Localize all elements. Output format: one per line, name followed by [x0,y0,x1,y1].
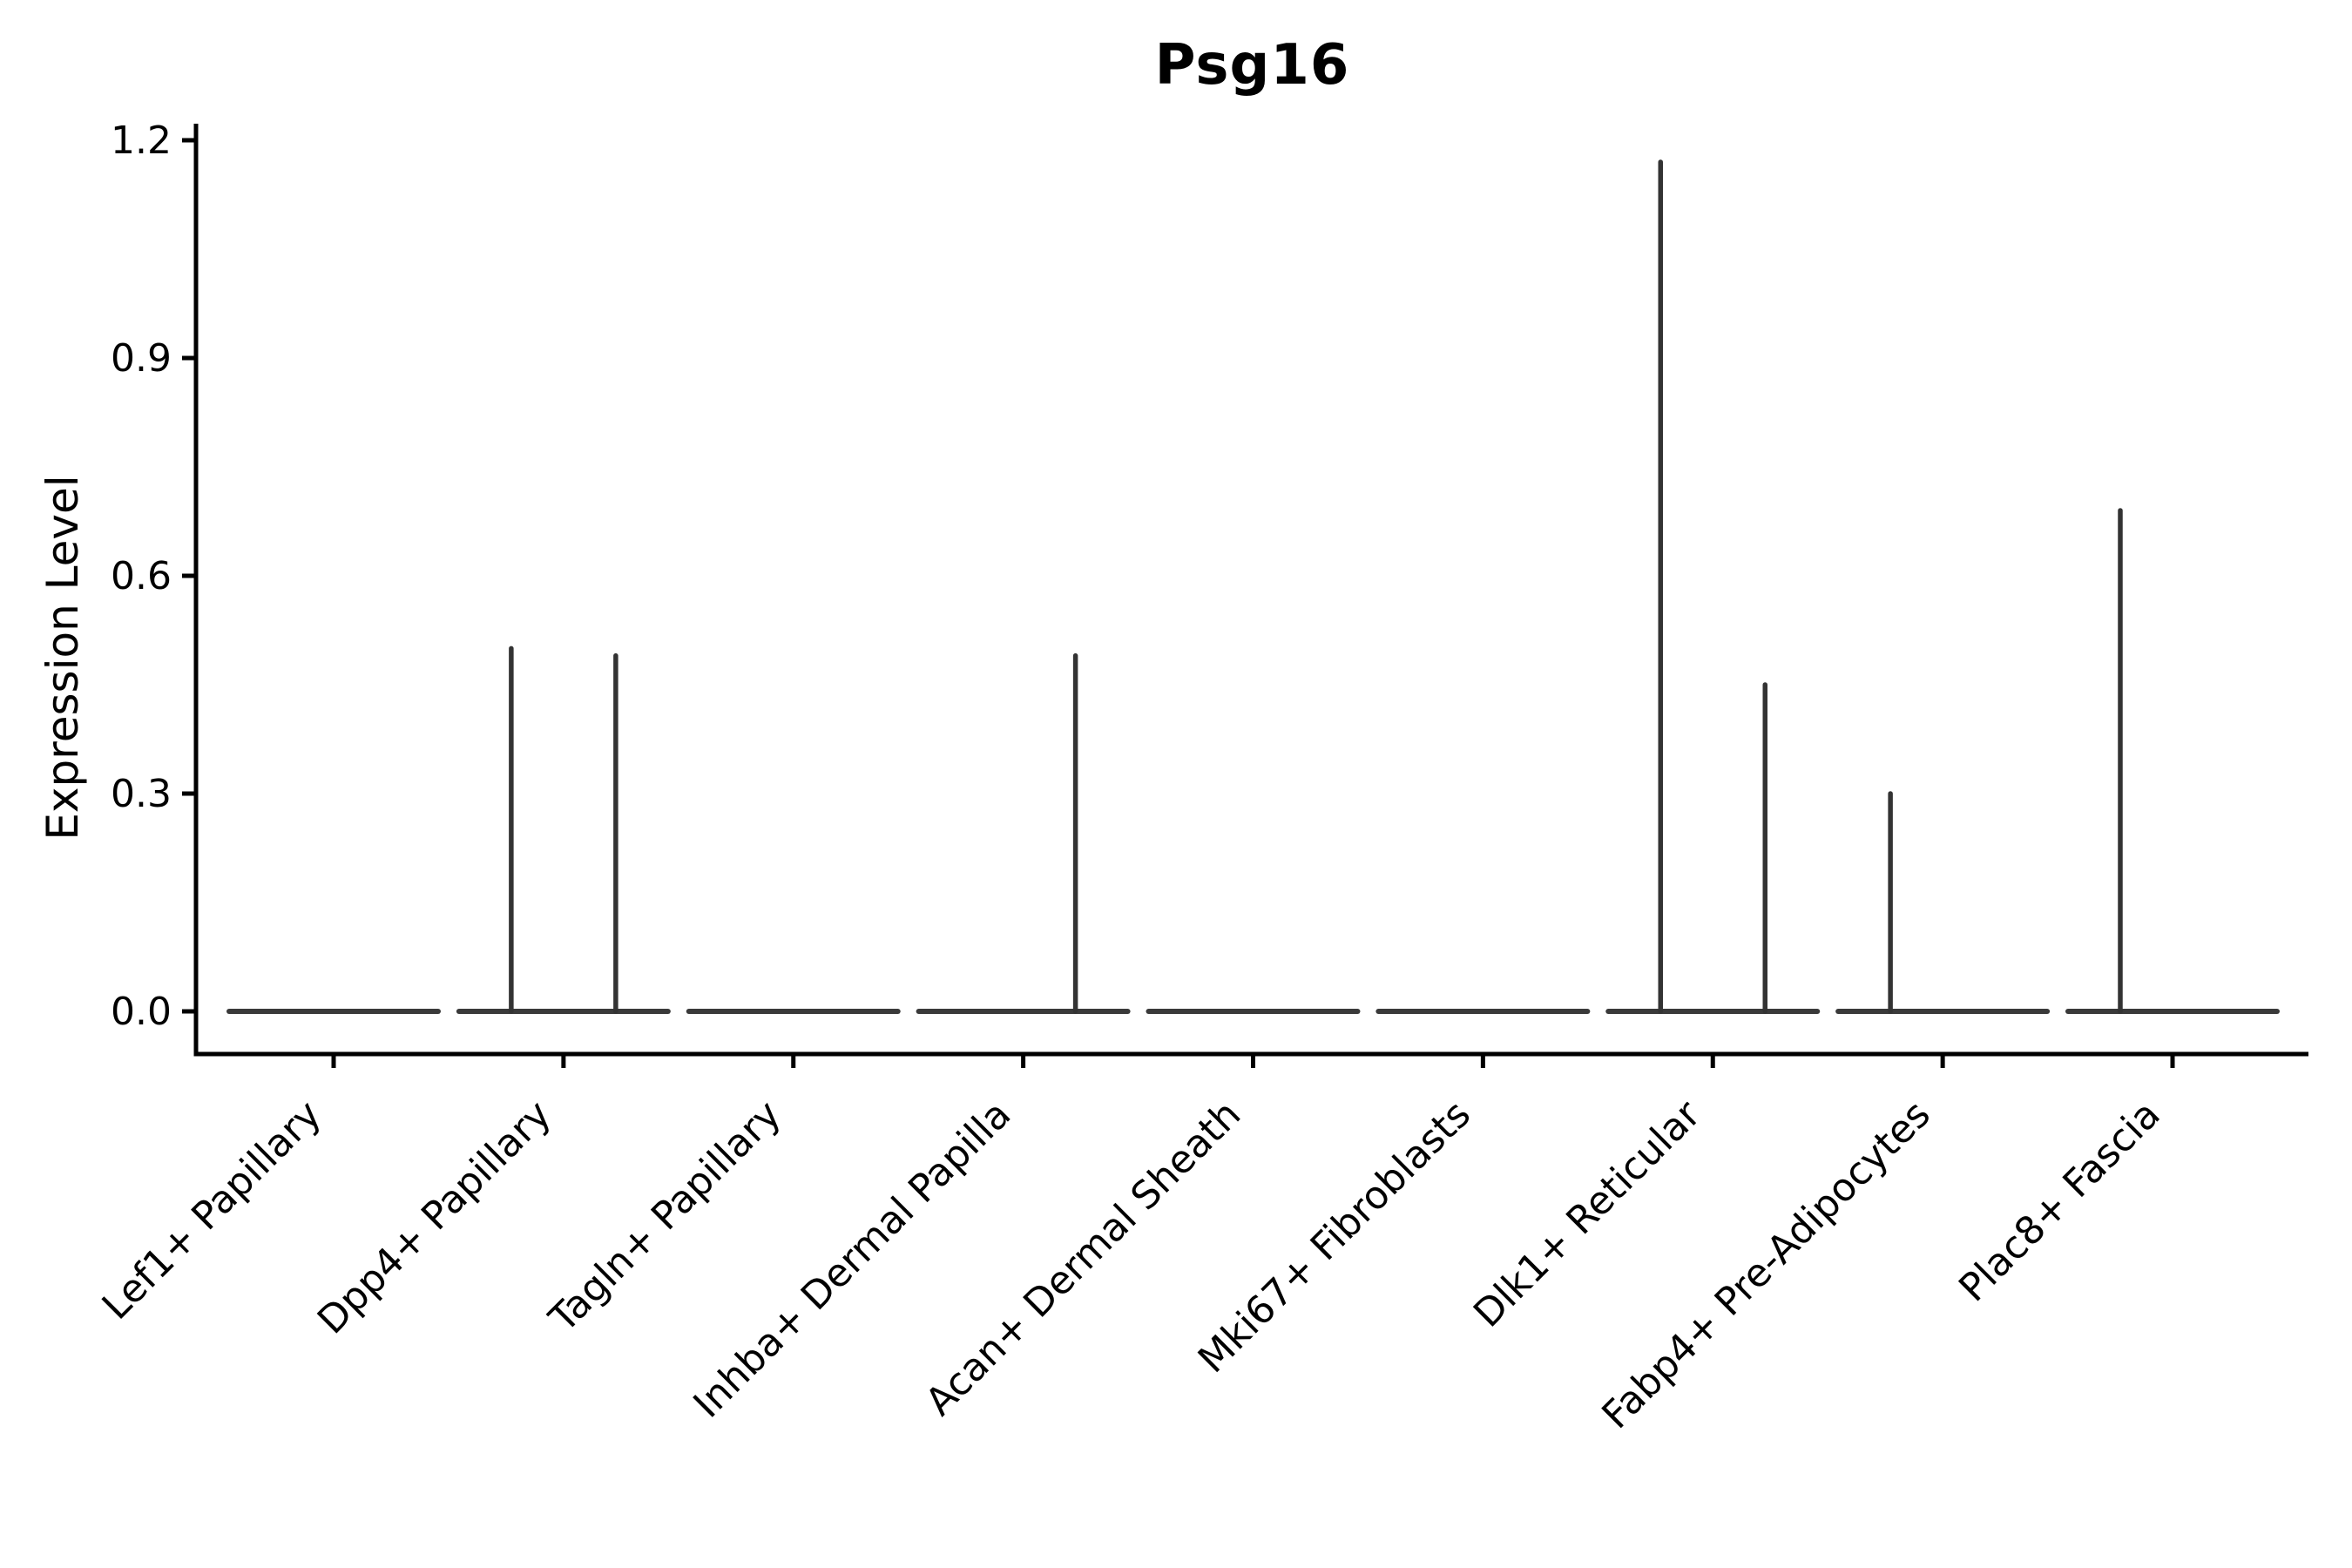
x-tick-label: Dlk1+ Reticular [1465,1092,1710,1336]
y-tick-label: 0.6 [111,554,172,598]
y-tick-label: 0.3 [111,772,172,816]
x-tick-label: Dpp4+ Papillary [309,1092,560,1343]
y-tick-label: 1.2 [111,118,172,163]
x-tick-label: Tagln+ Papillary [540,1092,789,1342]
y-tick-label: 0.9 [111,336,172,381]
x-tick-label: Plac8+ Fascia [1950,1092,2169,1311]
y-tick-label: 0.0 [111,990,172,1034]
chart-title: Psg16 [1154,33,1350,98]
x-tick-label: Lef1+ Papillary [94,1092,330,1328]
